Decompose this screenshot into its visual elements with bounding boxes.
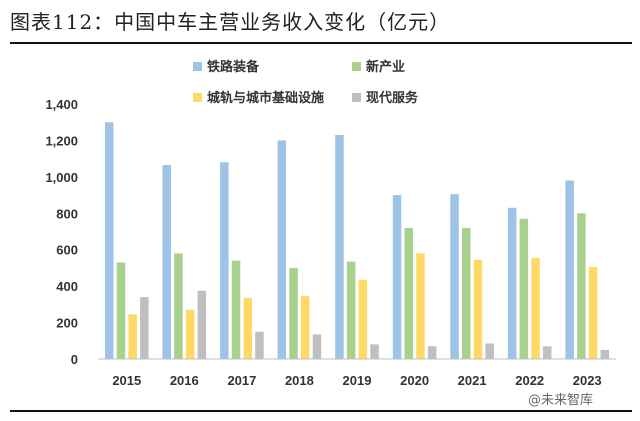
title-divider	[10, 42, 632, 44]
y-tick-label: 0	[71, 352, 78, 367]
bar	[162, 165, 171, 359]
legend-label: 城轨与城市基础设施	[207, 90, 324, 106]
x-axis: 2015 2016 2017 2018 2019 2020 2021 2022 2023	[112, 373, 601, 388]
legend-swatch	[352, 62, 361, 71]
bar	[588, 267, 598, 359]
watermark: @未来智库	[528, 393, 594, 408]
bar	[404, 227, 413, 359]
bar	[392, 195, 402, 359]
bar	[312, 334, 322, 359]
bar	[174, 253, 183, 359]
bar	[105, 122, 114, 359]
bar	[450, 194, 459, 359]
legend-swatch	[352, 93, 361, 102]
bar	[370, 344, 379, 359]
bar	[565, 180, 574, 359]
bar	[531, 257, 540, 359]
bar	[335, 135, 344, 359]
bar	[473, 259, 483, 359]
bar	[197, 290, 207, 359]
bar	[485, 343, 494, 359]
x-tick-label: 2020	[400, 373, 429, 388]
y-tick-label: 1,200	[45, 133, 78, 148]
y-tick-label: 600	[56, 243, 78, 258]
bar	[255, 331, 264, 359]
bar	[277, 140, 287, 359]
bar	[185, 309, 195, 359]
x-tick-label: 2021	[458, 373, 487, 388]
x-tick-label: 2019	[343, 373, 372, 388]
bar	[358, 279, 368, 359]
bar	[289, 267, 298, 359]
x-tick-label: 2018	[285, 373, 314, 388]
y-tick-label: 1,000	[45, 170, 78, 185]
legend-label: 铁路装备	[206, 59, 260, 75]
y-tick-label: 400	[56, 279, 78, 294]
bar	[346, 261, 356, 359]
legend-swatch	[193, 62, 202, 71]
bar	[462, 227, 471, 359]
x-tick-label: 2017	[227, 373, 256, 388]
bar	[220, 162, 229, 359]
bar	[427, 346, 437, 360]
bar	[140, 297, 149, 359]
y-tick-label: 800	[56, 206, 78, 221]
x-tick-label: 2023	[573, 373, 602, 388]
x-tick-label: 2022	[515, 373, 544, 388]
legend-swatch	[193, 93, 202, 102]
bars	[105, 122, 609, 360]
y-tick-label: 200	[56, 316, 78, 331]
legend-label: 现代服务	[366, 90, 419, 106]
bar	[600, 349, 609, 359]
bar	[231, 260, 241, 359]
bar	[128, 314, 137, 359]
legend-label: 新产业	[366, 59, 405, 75]
page-title: 图表112：中国中车主营业务收入变化（亿元）	[10, 10, 451, 34]
bar	[507, 207, 517, 359]
bar	[243, 298, 252, 359]
bar	[577, 213, 586, 359]
footer-divider	[10, 410, 632, 412]
y-tick-label: 1,400	[45, 97, 78, 112]
bar	[543, 346, 552, 360]
bar	[416, 253, 425, 359]
bar	[519, 218, 529, 360]
bar	[116, 262, 126, 359]
bar	[301, 296, 310, 359]
x-tick-label: 2015	[112, 373, 141, 388]
y-axis: 0 200 400 600 800 1,000 1,200 1,400	[45, 97, 78, 367]
x-tick-label: 2016	[170, 373, 199, 388]
